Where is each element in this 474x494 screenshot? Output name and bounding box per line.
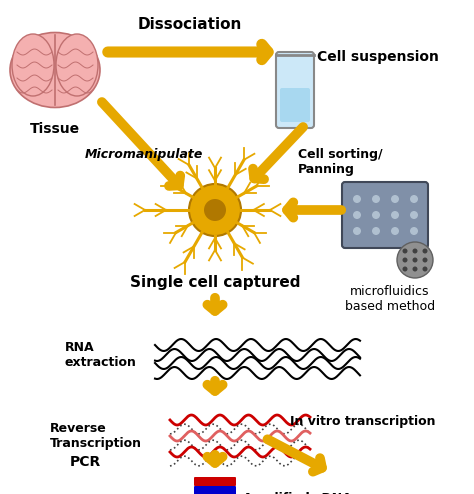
Circle shape xyxy=(412,257,418,262)
Ellipse shape xyxy=(56,34,98,96)
Circle shape xyxy=(402,266,408,272)
Ellipse shape xyxy=(10,33,100,108)
Circle shape xyxy=(391,195,399,203)
Text: microfluidics
based method: microfluidics based method xyxy=(345,285,435,313)
Ellipse shape xyxy=(12,34,54,96)
Circle shape xyxy=(410,211,418,219)
Text: Amplified cDNA: Amplified cDNA xyxy=(243,492,352,494)
Circle shape xyxy=(412,266,418,272)
Circle shape xyxy=(422,266,428,272)
Circle shape xyxy=(353,227,361,235)
Circle shape xyxy=(422,257,428,262)
Circle shape xyxy=(353,211,361,219)
FancyBboxPatch shape xyxy=(342,182,428,248)
Circle shape xyxy=(397,242,433,278)
Text: In vitro transcription: In vitro transcription xyxy=(290,415,436,428)
Text: Reverse
Transcription: Reverse Transcription xyxy=(50,422,142,450)
Circle shape xyxy=(410,195,418,203)
Circle shape xyxy=(189,184,241,236)
FancyBboxPatch shape xyxy=(280,88,310,122)
Text: Cell suspension: Cell suspension xyxy=(317,50,439,64)
Text: RNA
extraction: RNA extraction xyxy=(65,341,137,369)
Circle shape xyxy=(391,227,399,235)
Circle shape xyxy=(402,248,408,253)
Text: Tissue: Tissue xyxy=(30,122,80,136)
FancyBboxPatch shape xyxy=(194,486,236,494)
Text: Cell sorting/
Panning: Cell sorting/ Panning xyxy=(298,148,383,176)
Circle shape xyxy=(412,248,418,253)
Text: Dissociation: Dissociation xyxy=(138,17,242,32)
Circle shape xyxy=(372,195,380,203)
Text: Single cell captured: Single cell captured xyxy=(130,275,300,290)
Circle shape xyxy=(410,227,418,235)
Text: Micromanipulate: Micromanipulate xyxy=(85,148,203,161)
Text: PCR: PCR xyxy=(70,455,101,469)
FancyBboxPatch shape xyxy=(276,52,314,128)
Circle shape xyxy=(391,211,399,219)
FancyBboxPatch shape xyxy=(194,477,236,486)
Circle shape xyxy=(372,227,380,235)
Circle shape xyxy=(372,211,380,219)
Circle shape xyxy=(204,199,226,221)
Circle shape xyxy=(402,257,408,262)
Circle shape xyxy=(353,195,361,203)
Circle shape xyxy=(422,248,428,253)
